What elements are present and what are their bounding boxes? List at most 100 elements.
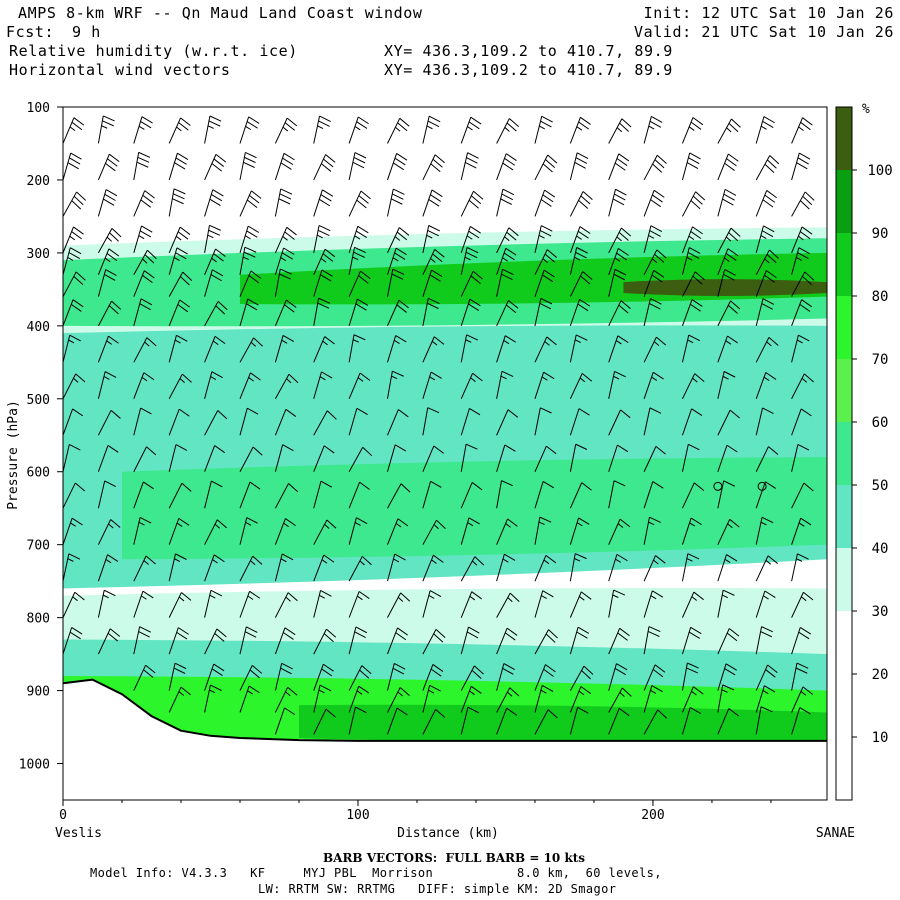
wind-barb: [133, 664, 156, 691]
wind-barb: [97, 589, 116, 618]
wind-barb: [274, 226, 297, 254]
wind-barb: [97, 269, 117, 297]
wind-barb: [387, 153, 408, 181]
xy-range-1: XY= 436.3,109.2 to 410.7, 89.9: [384, 42, 673, 60]
colorbar-swatch: [836, 233, 852, 296]
wind-barb: [313, 224, 331, 253]
wind-barb: [168, 299, 190, 327]
wind-barb: [791, 107, 793, 108]
wind-barb: [755, 155, 780, 181]
wind-barb: [496, 227, 519, 254]
wind-barb: [63, 107, 64, 108]
model-info-line2: LW: RRTM SW: RRTMG DIFF: simple KM: 2D S…: [258, 882, 617, 896]
wind-barb: [313, 445, 335, 472]
wind-barb: [348, 372, 371, 399]
colorbar-label: 50: [872, 478, 889, 494]
wind-barb: [349, 107, 350, 108]
wind-barbs: [63, 80, 846, 735]
rh-band-moist-max: [623, 279, 827, 297]
wind-barb: [608, 663, 628, 691]
wind-barb: [204, 371, 223, 399]
wind-barb: [717, 118, 741, 144]
wind-barb: [717, 248, 739, 275]
wind-barb: [608, 687, 632, 713]
wind-barb: [534, 684, 554, 713]
wind-barb: [313, 107, 315, 108]
xy-range-2: XY= 436.3,109.2 to 410.7, 89.9: [384, 61, 673, 79]
colorbar-unit: %: [862, 102, 870, 117]
wind-barb: [168, 686, 191, 713]
wind-barb: [204, 480, 223, 509]
wind-barb: [643, 154, 667, 181]
calm-marker: [757, 481, 767, 491]
wind-barb: [643, 685, 663, 713]
wind-barb: [204, 410, 228, 436]
wind-barb: [274, 627, 296, 655]
wind-barb: [534, 336, 557, 363]
wind-barb: [422, 629, 446, 655]
wind-barb: [63, 271, 86, 297]
wind-barb: [717, 300, 741, 327]
wind-barb: [168, 152, 189, 181]
wind-barb: [348, 190, 371, 217]
wind-barb: [239, 152, 257, 181]
wind-barb: [496, 592, 520, 618]
wind-barb: [682, 482, 705, 509]
wind-barb: [681, 686, 704, 713]
wind-barb: [133, 337, 157, 363]
wind-barb: [133, 555, 156, 582]
wind-barb: [755, 225, 775, 254]
wind-barb: [204, 335, 226, 363]
wind-barb: [63, 117, 85, 144]
wind-barb: [239, 555, 263, 582]
wind-barb: [63, 553, 81, 582]
wind-barb: [204, 224, 221, 253]
wind-barb: [275, 107, 276, 108]
wind-barb: [643, 590, 664, 618]
colorbar-swatch: [836, 359, 852, 422]
wind-barb: [643, 189, 665, 217]
wind-barb: [313, 248, 336, 275]
wind-barb: [643, 626, 661, 655]
valid-time: Valid: 21 UTC Sat 10 Jan 26: [633, 23, 894, 41]
wind-barb: [791, 591, 814, 618]
wind-barb: [133, 190, 155, 217]
wind-barb: [717, 628, 740, 655]
wind-barb: [63, 444, 81, 472]
wind-barb: [570, 107, 571, 108]
wind-barb: [569, 626, 590, 655]
wind-barb: [717, 554, 738, 582]
wind-barb: [274, 686, 298, 713]
wind-barb: [63, 408, 84, 436]
wind-barb: [274, 188, 293, 217]
wind-barb: [274, 247, 295, 275]
wind-barb: [348, 152, 367, 181]
wind-barb: [534, 298, 553, 326]
wind-barb: [608, 153, 630, 181]
wind-barb: [387, 299, 409, 327]
wind-barb: [496, 188, 515, 217]
wind-barb: [239, 270, 262, 297]
wind-barb: [460, 591, 483, 618]
wind-barb: [755, 270, 777, 297]
wind-barb: [204, 107, 206, 108]
wind-barb: [682, 107, 684, 108]
wind-barb: [239, 665, 263, 691]
x-left-station: Veslis: [55, 826, 102, 841]
wind-barb: [496, 370, 514, 399]
wind-barb: [422, 371, 442, 399]
wind-barb: [204, 153, 227, 181]
wind-barb: [534, 445, 557, 472]
wind-barb: [313, 189, 334, 217]
wind-barb: [756, 107, 757, 108]
wind-barb: [608, 553, 628, 582]
wind-barb: [608, 118, 632, 144]
wind-barb: [717, 335, 738, 363]
wind-barb: [168, 271, 193, 297]
wind-barb: [97, 115, 115, 144]
wind-barb: [274, 518, 296, 545]
wind-barb: [569, 247, 588, 275]
wind-barb: [791, 627, 812, 655]
wind-barb: [534, 269, 555, 297]
wind-barb: [827, 80, 846, 107]
